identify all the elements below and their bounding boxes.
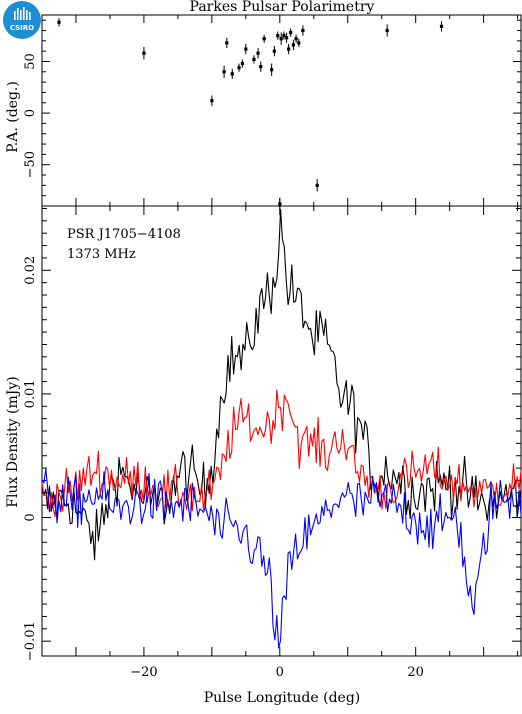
pa-data-point	[262, 37, 266, 41]
pa-data-point	[244, 47, 248, 51]
pa-data-point	[278, 202, 282, 206]
flux-series-line-1	[41, 209, 522, 561]
flux-y-tick-label: −0.01	[23, 621, 38, 661]
pa-data-point	[284, 36, 289, 40]
flux-y-tick-label: 0.01	[23, 379, 38, 408]
psr-name-annotation: PSR J1705−4108	[67, 227, 181, 242]
flux-x-tick-label: 0	[276, 665, 284, 680]
flux-tick-labels: −20 0 20 −0.01 0 0.01 0.02	[23, 256, 424, 680]
flux-y-axis-label: Flux Density (mJy)	[5, 376, 21, 507]
pa-data-point	[272, 49, 276, 53]
pa-data-point	[291, 43, 295, 47]
pa-data-point	[297, 41, 301, 45]
flux-panel-frame	[41, 205, 522, 657]
pa-data-point	[385, 28, 389, 33]
x-axis-label: Pulse Longitude (deg)	[204, 690, 361, 706]
pa-data-point	[279, 37, 283, 41]
pa-data-point	[237, 66, 241, 70]
pa-data-point	[225, 41, 229, 45]
pa-data-point	[301, 28, 305, 33]
pa-data-point	[276, 34, 280, 38]
pa-data-point	[270, 68, 274, 72]
pa-y-tick-label: 50	[23, 53, 38, 70]
pa-y-tick-label: 0	[23, 109, 38, 117]
pa-data-point	[57, 20, 61, 24]
flux-x-tick-label: −20	[130, 665, 157, 680]
pa-data-point	[222, 70, 226, 74]
flux-y-tick-label: 0.02	[23, 256, 38, 285]
flux-axis-ticks	[42, 206, 521, 656]
pa-data-point	[315, 183, 319, 187]
pa-data-point	[142, 51, 146, 55]
pa-data-point	[439, 24, 444, 28]
flux-profile-lines	[41, 209, 522, 649]
pa-data-point	[240, 61, 245, 66]
flux-x-tick-label: 20	[407, 665, 424, 680]
frequency-annotation: 1373 MHz	[67, 247, 136, 262]
csiro-logo: CSIRO	[3, 1, 41, 39]
csiro-logo-bars	[14, 7, 31, 20]
csiro-logo-text: CSIRO	[10, 24, 34, 32]
pa-data-point	[289, 30, 293, 35]
pa-data-point	[294, 37, 298, 41]
pa-y-tick-label: −50	[23, 151, 38, 178]
pa-data-point	[210, 99, 214, 103]
pa-data-point	[252, 57, 256, 61]
pa-axis-ticks	[42, 15, 521, 206]
flux-series-line-2	[41, 389, 522, 518]
pa-data-point	[259, 65, 263, 69]
pa-y-axis-label: P.A. (deg.)	[5, 81, 21, 153]
csiro-logo-circle	[3, 1, 41, 39]
pa-tick-labels: −50 0 50	[23, 53, 38, 178]
pa-data-point	[287, 47, 291, 51]
pa-data-point	[230, 72, 234, 76]
pa-data-points	[57, 18, 444, 211]
pa-data-point	[282, 34, 286, 38]
chart-title: Parkes Pulsar Polarimetry	[190, 0, 375, 15]
flux-y-tick-label: 0	[23, 513, 38, 521]
flux-series-line-3	[41, 468, 522, 649]
pa-data-point	[256, 51, 260, 55]
